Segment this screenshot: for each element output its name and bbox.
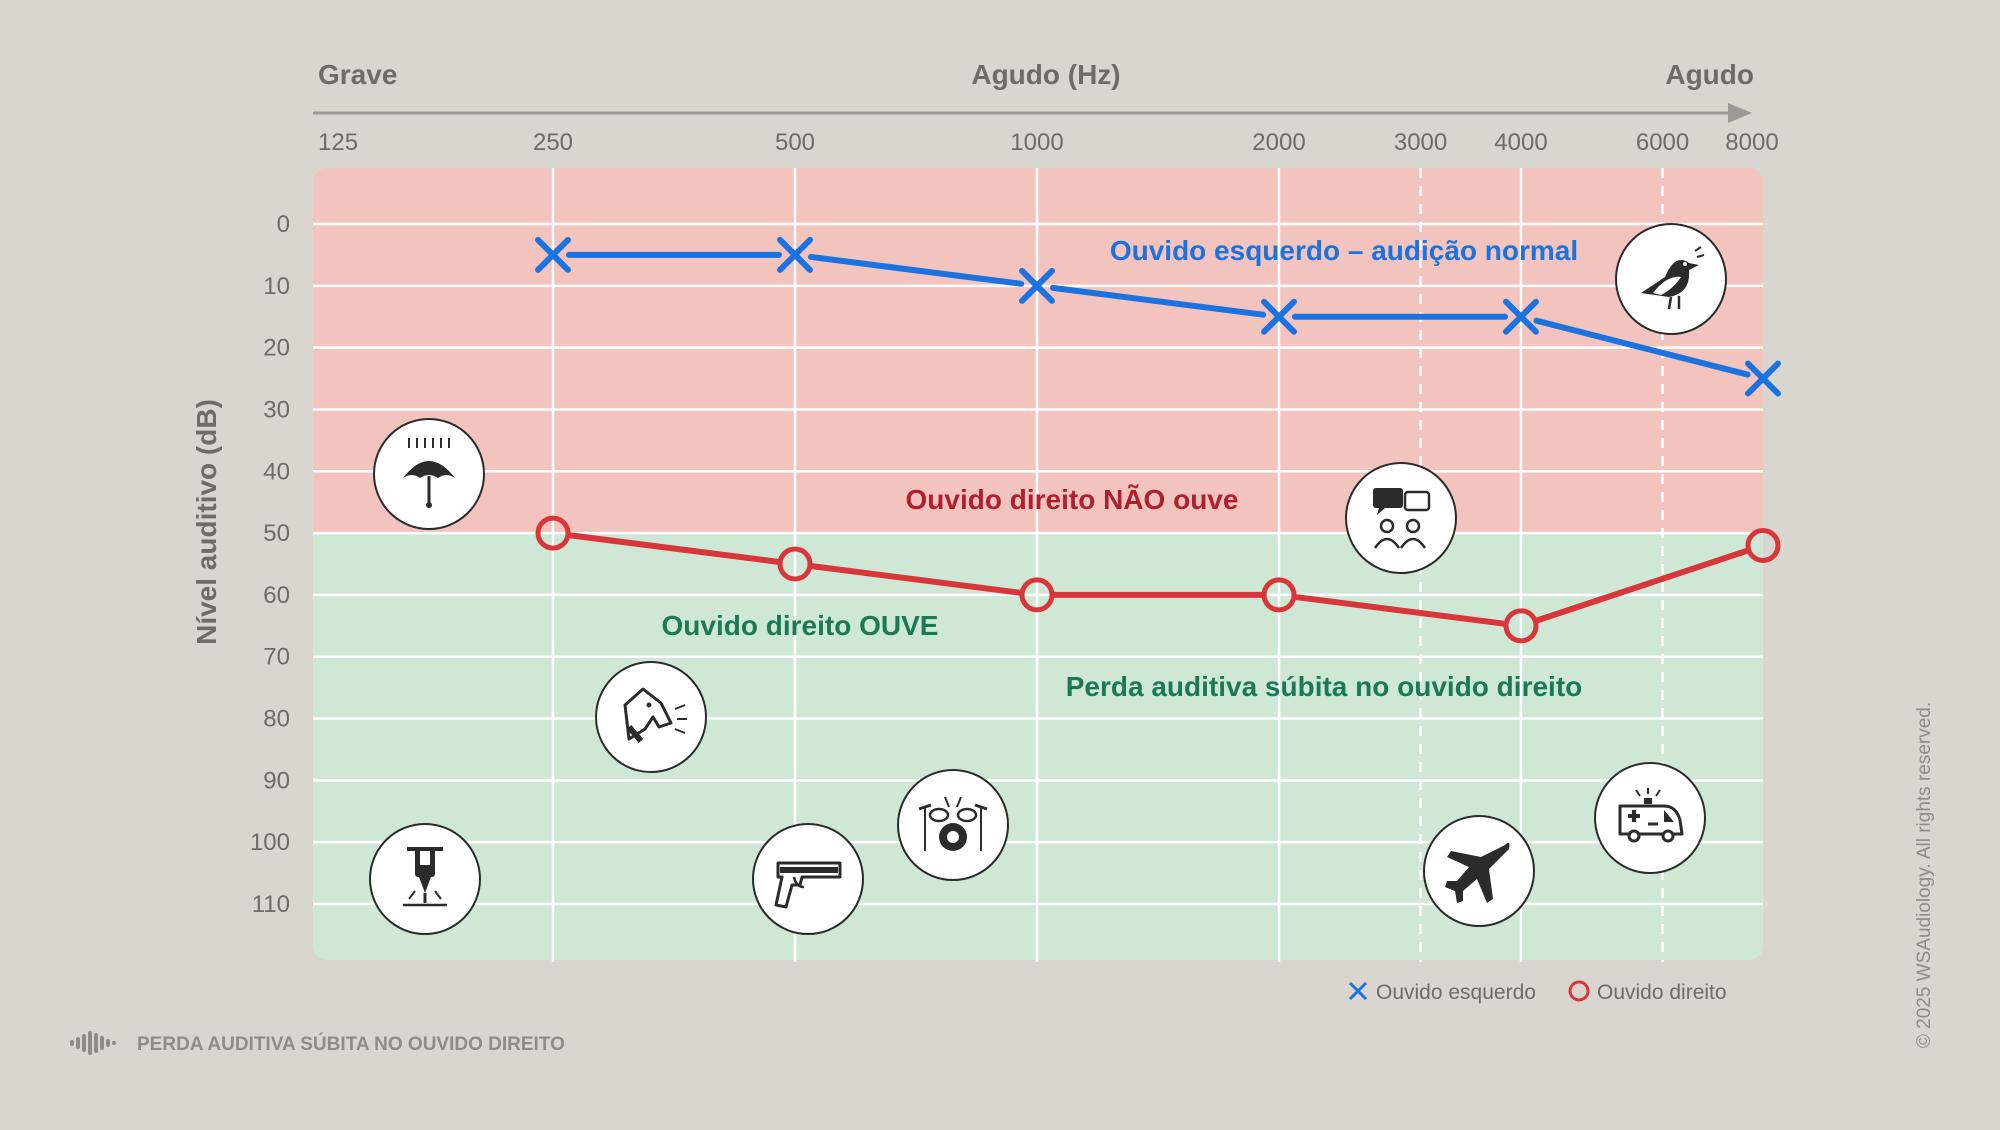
data-point-right-ear: [535, 515, 571, 551]
y-tick-label: 100: [250, 829, 290, 856]
data-point-right-ear: [1503, 608, 1539, 644]
y-tick-label: 30: [263, 396, 290, 423]
annotation-label: Ouvido direito OUVE: [662, 610, 939, 641]
series-line-segment: [1049, 284, 1267, 318]
y-tick-label: 60: [263, 582, 290, 609]
y-tick-label: 0: [277, 211, 290, 238]
drum-kit-icon: [897, 769, 1009, 881]
y-tick-label: 90: [263, 767, 290, 794]
legend-label: Ouvido esquerdo: [1376, 981, 1536, 1004]
series-line-segment: [807, 253, 1025, 287]
legend-label: Ouvido direito: [1597, 981, 1727, 1004]
x-axis-left-label: Grave: [318, 59, 397, 90]
x-tick-label: 6000: [1636, 129, 1689, 156]
y-axis-title: Nível auditivo (dB): [191, 399, 222, 645]
x-tick-label: 3000: [1394, 129, 1447, 156]
data-point-left-ear: [1019, 267, 1055, 304]
annotation-label: Ouvido direito NÃO ouve: [906, 484, 1239, 515]
x-tick-label: 1000: [1010, 129, 1063, 156]
x-axis-arrowhead: [1728, 103, 1752, 123]
data-point-right-ear: [1745, 527, 1781, 563]
annotation-label: Perda auditiva súbita no ouvido direito: [1066, 671, 1583, 702]
data-point-right-ear: [777, 546, 813, 582]
ambulance-icon: [1594, 762, 1706, 874]
bird-icon: [1615, 223, 1727, 335]
data-point-left-ear: [1261, 298, 1297, 335]
airplane-icon: [1423, 815, 1535, 927]
x-tick-label: 2000: [1252, 129, 1305, 156]
data-point-left-ear: [535, 236, 571, 273]
x-axis-right-label: Agudo: [1665, 59, 1754, 90]
legend-o-icon: [1568, 980, 1590, 1002]
legend-item: Ouvido esquerdo: [1348, 981, 1536, 1004]
y-tick-label: 110: [252, 891, 290, 918]
series-line-segment: [1533, 547, 1751, 624]
conversation-icon: [1345, 462, 1457, 574]
gun-icon: [752, 823, 864, 935]
rain-umbrella-icon: [373, 418, 485, 530]
y-tick-label: 40: [263, 458, 290, 485]
data-point-right-ear: [1261, 577, 1297, 613]
x-axis-title: Agudo (Hz): [971, 59, 1120, 90]
data-point-left-ear: [1745, 360, 1781, 397]
series-line-segment: [565, 532, 783, 565]
series-line-segment: [1533, 317, 1751, 378]
footer-title: PERDA AUDITIVA SÚBITA NO OUVIDO DIREITO: [137, 1033, 565, 1055]
data-point-right-ear: [1019, 577, 1055, 613]
y-tick-label: 80: [263, 706, 290, 733]
x-tick-label: 125: [318, 129, 358, 156]
soundwave-logo-icon: [70, 1031, 116, 1055]
legend-item: Ouvido direito: [1568, 980, 1727, 1004]
annotation-label: Ouvido esquerdo – audição normal: [1110, 235, 1578, 266]
copyright-notice: © 2025 WSAudiology. All rights reserved.: [1914, 702, 1935, 1048]
data-point-left-ear: [777, 236, 813, 273]
y-tick-label: 10: [263, 273, 290, 300]
y-tick-label: 20: [263, 335, 290, 362]
y-tick-label: 50: [263, 520, 290, 547]
barking-dog-icon: [595, 661, 707, 773]
series-line-segment: [807, 563, 1025, 596]
x-tick-label: 500: [775, 129, 815, 156]
x-tick-label: 8000: [1725, 129, 1778, 156]
jackhammer-icon: [369, 823, 481, 935]
data-point-left-ear: [1503, 298, 1539, 335]
x-tick-label: 4000: [1494, 129, 1547, 156]
series-line-segment: [1291, 593, 1509, 627]
y-tick-label: 70: [263, 644, 290, 671]
x-tick-label: 250: [533, 129, 573, 156]
